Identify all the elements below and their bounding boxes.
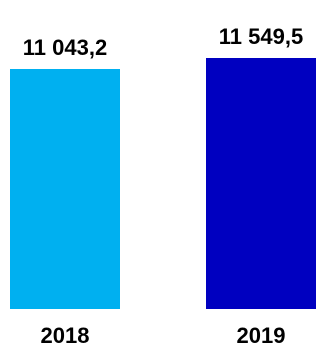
bar-2018 xyxy=(10,69,120,309)
tick-labels-group: 2018 2019 xyxy=(41,323,286,348)
x-tick-label-2019: 2019 xyxy=(237,323,286,348)
bar-2019 xyxy=(206,58,316,309)
value-label-2018: 11 043,2 xyxy=(23,35,107,60)
x-tick-label-2018: 2018 xyxy=(41,323,90,348)
bars-group xyxy=(10,58,316,309)
value-labels-group: 11 043,2 11 549,5 xyxy=(23,24,303,60)
value-label-2019: 11 549,5 xyxy=(219,24,303,49)
